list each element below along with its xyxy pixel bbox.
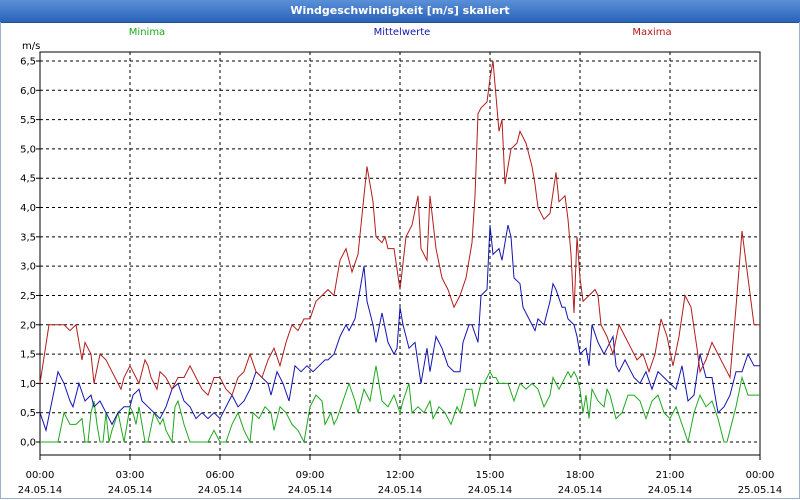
y-tick-label: 5,0	[20, 144, 36, 155]
x-tick-date: 24.05.14	[108, 485, 153, 496]
x-tick-time: 00:00	[746, 470, 775, 481]
y-tick-label: 2,0	[20, 320, 36, 331]
y-tick-label: 1,0	[20, 379, 36, 390]
y-axis-label: m/s	[22, 41, 40, 52]
x-tick-time: 09:00	[296, 470, 325, 481]
window-title: Windgeschwindigkeit [m/s] skaliert	[290, 4, 510, 17]
series-lines	[39, 60, 760, 444]
x-tick-date: 24.05.14	[18, 485, 63, 496]
legend-entry-maxima: Maxima	[632, 27, 671, 38]
x-axis-ticks: 00:00 24.05.14 03:00 24.05.14 06:00 24.05.14 0…	[18, 455, 783, 496]
y-tick-label: 6,0	[20, 86, 36, 97]
y-tick-label: 0,5	[20, 408, 36, 419]
x-tick-time: 12:00	[386, 470, 415, 481]
x-tick-time: 00:00	[26, 470, 55, 481]
legend-entry-minima: Minima	[129, 27, 165, 38]
series-line-mittelwerte	[39, 224, 760, 433]
y-tick-label: 0,0	[20, 438, 36, 449]
y-tick-label: 5,5	[20, 115, 36, 126]
y-axis-ticks: 0,0 0,5 1,0 1,5 2,0 2,5 3,0 3,5 4,0 4,5 5,0 5,5 6,0 6…	[20, 57, 40, 449]
x-tick-date: 24.05.14	[558, 485, 603, 496]
legend-entry-mittelwerte: Mittelwerte	[374, 27, 431, 38]
y-tick-label: 4,0	[20, 203, 36, 214]
x-tick-date: 24.05.14	[288, 485, 333, 496]
x-tick-time: 06:00	[206, 470, 235, 481]
x-tick-date: 25.05.14	[738, 485, 783, 496]
x-tick-time: 18:00	[566, 470, 595, 481]
x-tick-time: 03:00	[116, 470, 145, 481]
window-titlebar: Windgeschwindigkeit [m/s] skaliert	[0, 0, 800, 23]
y-tick-label: 6,5	[20, 57, 36, 68]
y-tick-label: 3,5	[20, 232, 36, 243]
series-line-minima	[40, 365, 760, 444]
x-tick-date: 24.05.14	[378, 485, 423, 496]
y-tick-label: 3,0	[20, 262, 36, 273]
y-tick-label: 1,5	[20, 350, 36, 361]
x-tick-date: 24.05.14	[648, 485, 693, 496]
x-tick-time: 21:00	[656, 470, 685, 481]
x-tick-date: 24.05.14	[468, 485, 513, 496]
y-tick-label: 4,5	[20, 174, 36, 185]
x-tick-date: 24.05.14	[198, 485, 243, 496]
x-tick-time: 15:00	[476, 470, 505, 481]
legend: Minima Mittelwerte Maxima	[129, 27, 672, 38]
grid-lines	[40, 52, 760, 455]
y-tick-label: 2,5	[20, 291, 36, 302]
series-line-maxima	[39, 60, 760, 397]
